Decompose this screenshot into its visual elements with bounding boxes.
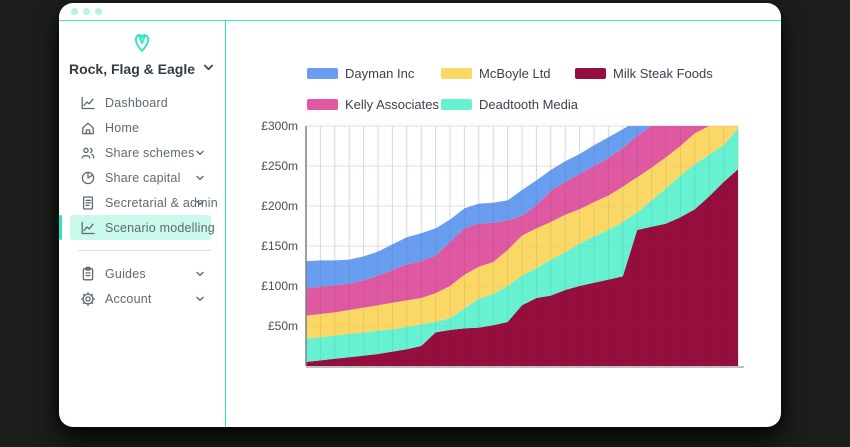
sidebar-item-label: Guides xyxy=(105,266,146,281)
sidebar-item-label: Account xyxy=(105,291,152,306)
app-window: Rock, Flag & Eagle Dashboard Home Share sc… xyxy=(59,3,781,427)
sidebar-item-share-schemes[interactable]: Share schemes xyxy=(70,140,211,165)
company-name: Rock, Flag & Eagle xyxy=(68,61,196,77)
sidebar-item-label: Scenario modelling xyxy=(105,220,215,235)
titlebar xyxy=(59,3,781,21)
area-mcboyle-ltd xyxy=(306,126,738,339)
y-axis-label: £50m xyxy=(268,319,298,333)
sidebar-item-scenario-modelling[interactable]: Scenario modelling xyxy=(59,215,215,240)
area-kelly-associates xyxy=(306,126,710,316)
sidebar-item-share-capital[interactable]: Share capital xyxy=(70,165,211,190)
legend-label: Milk Steak Foods xyxy=(613,66,713,81)
sidebar-item-home[interactable]: Home xyxy=(70,115,211,140)
legend-swatch xyxy=(307,68,338,79)
legend-item[interactable]: Kelly Associates xyxy=(307,97,441,112)
document-icon xyxy=(80,195,96,211)
legend-swatch xyxy=(441,68,472,79)
legend-label: Deadtooth Media xyxy=(479,97,579,112)
home-icon xyxy=(80,120,96,136)
sidebar-item-label: Share capital xyxy=(105,170,181,185)
company-selector[interactable]: Rock, Flag & Eagle xyxy=(59,61,225,77)
logo-icon xyxy=(132,30,152,58)
legend-label: Kelly Associates xyxy=(345,97,439,112)
chevron-down-icon xyxy=(202,61,215,77)
sidebar: Rock, Flag & Eagle Dashboard Home Share sc… xyxy=(59,21,226,427)
sidebar-item-label: Share schemes xyxy=(105,145,195,160)
sidebar-item-label: Dashboard xyxy=(105,95,168,110)
chevron-down-icon[interactable] xyxy=(194,146,206,164)
window-dot[interactable] xyxy=(83,8,90,15)
line-chart-icon xyxy=(80,220,96,236)
window-dot[interactable] xyxy=(71,8,78,15)
sidebar-divider xyxy=(78,250,211,251)
y-axis-labels: £300m £250m £200m £150m £100m £50m xyxy=(261,119,298,333)
y-axis-label: £250m xyxy=(261,159,298,173)
y-axis-label: £200m xyxy=(261,199,298,213)
scenario-chart: £300m £250m £200m £150m £100m £50m xyxy=(250,111,750,381)
area-deadtooth-media xyxy=(306,128,738,362)
sidebar-item-label: Secretarial & admin xyxy=(105,195,218,210)
sidebar-item-account[interactable]: Account xyxy=(70,286,211,311)
legend-item[interactable]: Milk Steak Foods xyxy=(575,66,713,81)
legend-label: Dayman Inc xyxy=(345,66,415,81)
chevron-down-icon[interactable] xyxy=(194,171,206,189)
y-axis-label: £150m xyxy=(261,239,298,253)
legend-item[interactable]: Dayman Inc xyxy=(307,66,441,81)
area-milk-steak-foods xyxy=(306,169,738,366)
sidebar-item-dashboard[interactable]: Dashboard xyxy=(70,90,211,115)
stacked-areas xyxy=(306,126,738,366)
chevron-down-icon[interactable] xyxy=(194,267,206,285)
legend-item[interactable]: Deadtooth Media xyxy=(441,97,578,112)
y-axis-label: £100m xyxy=(261,279,298,293)
sidebar-menu: Dashboard Home Share schemes Share capital S… xyxy=(59,90,225,311)
chevron-down-icon[interactable] xyxy=(194,196,206,214)
gridlines-over xyxy=(305,125,739,366)
gear-icon xyxy=(80,291,96,307)
sidebar-item-label: Home xyxy=(105,120,140,135)
area-dayman-inc xyxy=(306,126,652,289)
legend-swatch xyxy=(441,99,472,110)
main-panel: Dayman Inc McBoyle Ltd Milk Steak Foods Kel… xyxy=(226,21,781,427)
clipboard-icon xyxy=(80,266,96,282)
pie-chart-icon xyxy=(80,170,96,186)
y-axis-label: £300m xyxy=(261,119,298,133)
sidebar-item-guides[interactable]: Guides xyxy=(70,261,211,286)
legend-item[interactable]: McBoyle Ltd xyxy=(441,66,575,81)
people-icon xyxy=(80,145,96,161)
line-chart-icon xyxy=(80,95,96,111)
sidebar-item-secretarial-admin[interactable]: Secretarial & admin xyxy=(70,190,218,215)
chart-legend: Dayman Inc McBoyle Ltd Milk Steak Foods Kel… xyxy=(307,66,727,128)
legend-swatch xyxy=(575,68,606,79)
chevron-down-icon[interactable] xyxy=(194,292,206,310)
window-dot[interactable] xyxy=(95,8,102,15)
legend-label: McBoyle Ltd xyxy=(479,66,551,81)
legend-swatch xyxy=(307,99,338,110)
